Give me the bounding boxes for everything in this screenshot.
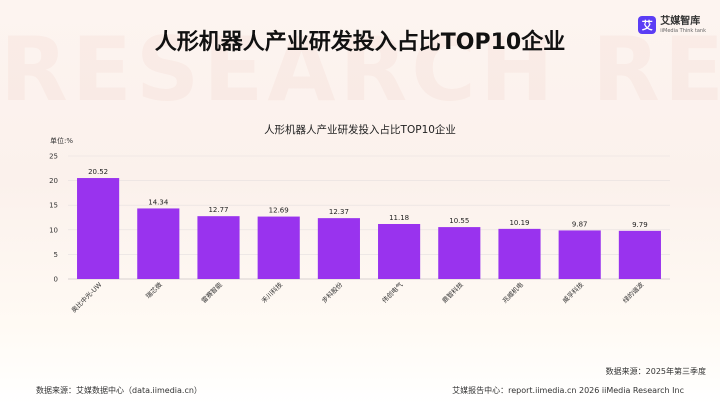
x-tick-label: 威孚科技 xyxy=(560,280,585,305)
bar-value-label: 14.34 xyxy=(148,198,169,206)
bar xyxy=(197,216,240,279)
y-tick-label: 0 xyxy=(54,276,58,284)
bar-value-label: 20.52 xyxy=(88,168,108,176)
bar-value-label: 9.87 xyxy=(572,220,588,228)
bar xyxy=(438,227,481,279)
logo-icon: 艾 xyxy=(638,16,657,34)
x-tick-label: 步科股份 xyxy=(320,280,345,305)
bar xyxy=(317,218,360,279)
y-tick-label: 5 xyxy=(54,251,58,259)
bar-value-label: 12.77 xyxy=(208,206,228,214)
y-axis-unit-label: 单位:% xyxy=(50,136,73,145)
page-title: 人形机器人产业研发投入占比TOP10企业 xyxy=(154,30,566,55)
bar xyxy=(257,216,300,279)
footer-report-center: 艾媒报告中心：report.iimedia.cn 2026 iiMedia Re… xyxy=(452,386,684,395)
x-tick-label: 瑞芯微 xyxy=(144,280,165,301)
logo-subtitle: iiMedia Think tank xyxy=(660,27,706,34)
background-watermark: RESEARCH REPORT xyxy=(0,18,720,121)
bar-value-label: 12.69 xyxy=(269,207,289,215)
x-tick-label: 绿的谐波 xyxy=(621,280,646,305)
bar-value-label: 10.55 xyxy=(449,217,469,225)
y-tick-label: 20 xyxy=(49,177,58,185)
bar-value-label: 11.18 xyxy=(389,214,409,222)
chart-title: 人形机器人产业研发投入占比TOP10企业 xyxy=(264,124,456,136)
y-tick-label: 15 xyxy=(49,202,58,210)
data-period: 数据来源：2025年第三季度 xyxy=(605,367,706,376)
bar xyxy=(77,178,120,279)
bar-chart: 单位:% 0 5 10 15 20 25 20.52 奥比中光-UW 14.34 瑞芯微 12.77 雷… xyxy=(49,136,670,315)
x-tick-label: 鼎智科技 xyxy=(440,280,465,305)
bar xyxy=(378,223,421,279)
bar-value-label: 9.79 xyxy=(632,221,648,229)
x-tick-label: 禾川科技 xyxy=(259,280,284,305)
logo-name: 艾媒智库 xyxy=(660,15,701,27)
footer-data-source: 数据来源：艾媒数据中心（data.iimedia.cn） xyxy=(36,386,202,395)
x-tick-label: 兆威机电 xyxy=(500,280,525,305)
x-tick-label: 奥比中光-UW xyxy=(69,280,104,315)
y-tick-label: 25 xyxy=(49,153,58,161)
bar xyxy=(618,230,661,279)
x-tick-label: 雷赛智能 xyxy=(199,280,224,305)
bar xyxy=(558,230,601,279)
bar-value-label: 12.37 xyxy=(329,208,349,216)
x-tick-label: 伟创电气 xyxy=(380,280,405,305)
bar xyxy=(498,228,541,279)
y-tick-label: 10 xyxy=(49,226,58,234)
bar xyxy=(137,208,180,279)
logo: 艾 艾媒智库 iiMedia Think tank xyxy=(638,16,706,34)
bar-value-label: 10.19 xyxy=(509,219,529,227)
